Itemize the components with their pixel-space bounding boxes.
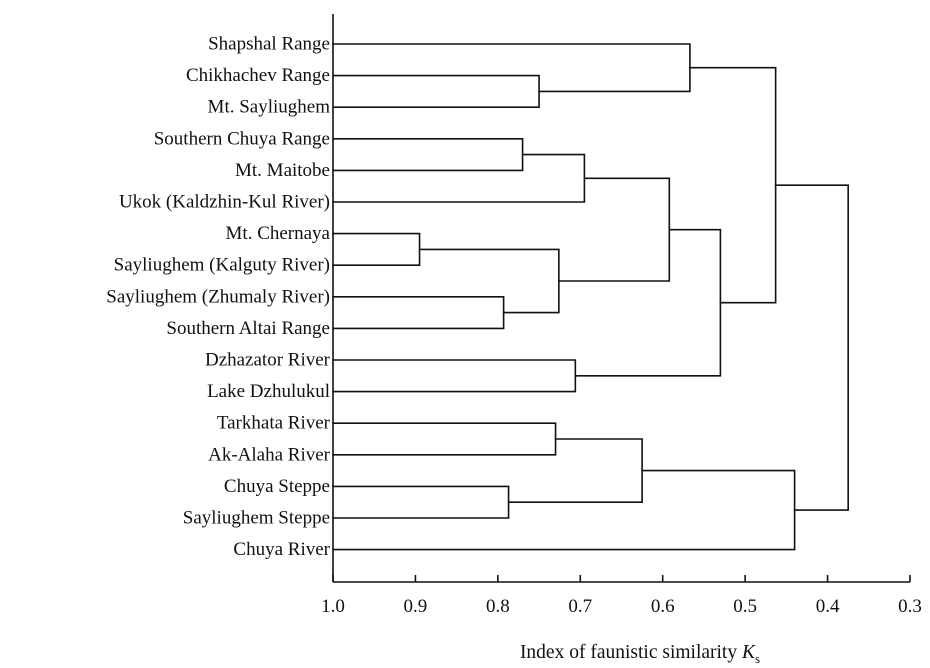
cluster-link (689, 66, 777, 304)
leaf-label: Sayliughem Steppe (183, 508, 330, 529)
x-axis-title-symbol: K (741, 642, 756, 663)
cluster-link (774, 184, 849, 511)
cluster-link (332, 138, 524, 172)
leaf-label: Tarkhata River (217, 413, 331, 434)
x-axis-ticks: 1.0 0.9 0.8 0.7 0.6 0.5 0.4 0.3 (321, 575, 922, 617)
x-axis-title-subscript: s (755, 651, 760, 666)
leaf-label: Chikhachev Range (186, 65, 330, 86)
cluster-link (507, 438, 643, 503)
leaf-label: Southern Altai Range (166, 318, 330, 339)
leaf-label: Ak-Alaha River (208, 444, 331, 465)
x-axis-title-text: Index of faunistic similarity (520, 642, 742, 663)
leaf-label: Mt. Maitobe (235, 160, 330, 181)
leaf-label: Chuya River (233, 539, 330, 560)
leaf-label: Sayliughem (Zhumaly River) (106, 286, 330, 307)
cluster-link (332, 74, 540, 108)
leaf-label: Sayliughem (Kalguty River) (114, 255, 330, 276)
x-tick-label: 0.7 (568, 596, 592, 617)
x-tick-label: 1.0 (321, 596, 345, 617)
cluster-link (332, 422, 557, 456)
dendrogram-links (332, 43, 849, 551)
leaf-label: Lake Dzhulukul (207, 381, 330, 402)
cluster-link (332, 359, 577, 393)
cluster-link (332, 469, 796, 551)
x-axis: 1.0 0.9 0.8 0.7 0.6 0.5 0.4 0.3 Index of faunis… (321, 14, 922, 666)
leaf-label: Dzhazator River (205, 350, 331, 371)
leaf-label: Mt. Sayliughem (208, 97, 331, 118)
leaf-label: Ukok (Kaldzhin-Kul River) (119, 192, 330, 213)
leaf-label: Southern Chuya Range (154, 128, 330, 149)
cluster-link (332, 153, 586, 203)
leaf-label: Shapshal Range (208, 34, 330, 55)
x-tick-label: 0.8 (486, 596, 510, 617)
cluster-link (418, 248, 560, 314)
cluster-link (332, 232, 421, 266)
cluster-link (332, 43, 691, 93)
leaf-labels: Shapshal Range Chikhachev Range Mt. Sayliu… (106, 34, 330, 561)
leaf-label: Chuya Steppe (224, 476, 330, 497)
x-tick-label: 0.3 (898, 596, 922, 617)
x-tick-label: 0.9 (404, 596, 428, 617)
cluster-link (332, 296, 505, 330)
x-axis-title: Index of faunistic similarity Ks (520, 642, 760, 666)
cluster-link (332, 485, 510, 519)
x-tick-label: 0.6 (651, 596, 675, 617)
cluster-link (574, 228, 722, 377)
leaf-label: Mt. Chernaya (226, 223, 331, 244)
x-tick-label: 0.4 (816, 596, 840, 617)
x-tick-label: 0.5 (733, 596, 757, 617)
cluster-link (558, 177, 671, 282)
